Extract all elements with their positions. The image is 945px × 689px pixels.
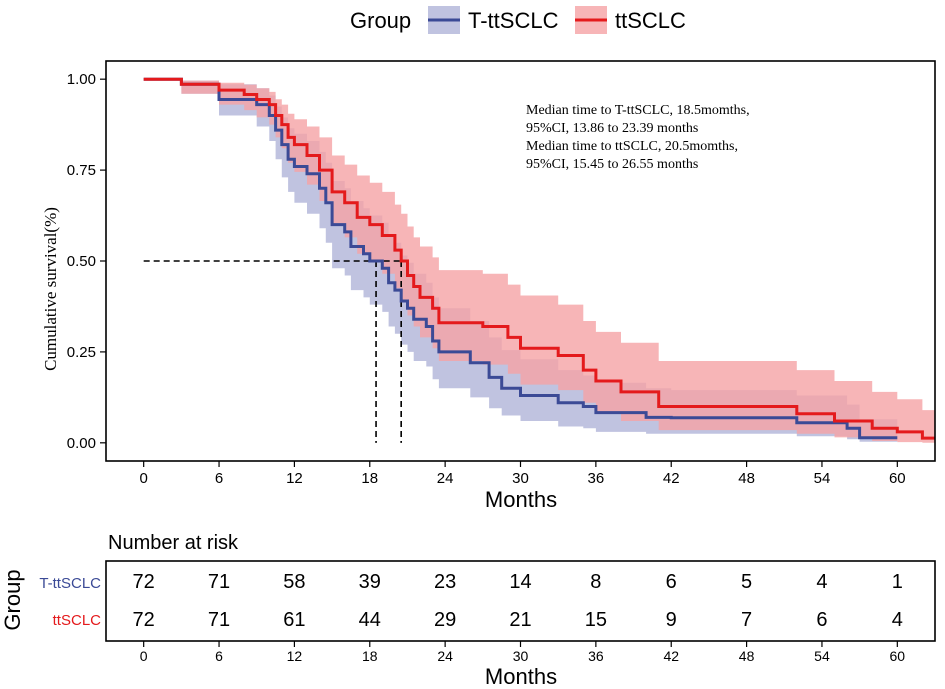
risk-count-t-ttsclc: 23 [434,571,456,593]
y-tick-label: 0.00 [67,435,96,452]
risk-count-t-ttsclc: 1 [892,571,903,593]
risk-x-tick-label: 48 [739,648,755,664]
risk-x-tick-label: 30 [513,648,529,664]
survival-curve-t-ttsclc [143,77,898,440]
legend-title: Group [350,8,411,33]
risk-count-t-ttsclc: 71 [208,571,230,593]
risk-count-ttsclc: 4 [892,609,903,631]
survival-plot: 0.00 0.25 0.50 0.75 1.00 0 6 12 18 24 30 36 42 48 54 6… [41,60,936,512]
risk-table-y-label: Group [0,569,25,630]
risk-x-tick-label: 6 [215,648,223,664]
risk-table-title: Number at risk [108,532,239,554]
x-tick-label: 54 [814,470,831,487]
risk-x-tick-label: 18 [362,648,378,664]
risk-count-t-ttsclc: 14 [509,571,531,593]
risk-table-x-ticks: 0 6 12 18 24 30 36 42 48 54 60 [140,641,906,664]
risk-table-cells: 72 71 58 39 23 14 8 6 5 4 1 72 71 61 44 29 21 15 9 7 6 4 [133,571,903,631]
risk-count-ttsclc: 15 [585,609,607,631]
risk-x-tick-label: 12 [287,648,303,664]
risk-x-tick-label: 54 [814,648,830,664]
risk-count-t-ttsclc: 6 [666,571,677,593]
median-annotation: Median time to T-ttSCLC, 18.5momths, 95%… [526,103,750,172]
risk-count-ttsclc: 29 [434,609,456,631]
risk-count-ttsclc: 7 [741,609,752,631]
risk-count-t-ttsclc: 4 [816,571,827,593]
risk-count-ttsclc: 61 [283,609,305,631]
risk-count-t-ttsclc: 39 [359,571,381,593]
y-tick-label: 0.25 [67,344,96,361]
x-tick-label: 42 [663,470,680,487]
y-tick-label: 1.00 [67,71,96,88]
annotation-line-2: 95%CI, 13.86 to 23.39 months [526,121,698,136]
legend-entry-ttsclc: ttSCLC [615,8,686,33]
risk-count-ttsclc: 72 [133,609,155,631]
risk-count-t-ttsclc: 8 [590,571,601,593]
risk-x-tick-label: 60 [890,648,906,664]
risk-row-label-t-ttsclc: T-ttSCLC [39,575,101,592]
annotation-line-1: Median time to T-ttSCLC, 18.5momths, [526,103,750,118]
x-tick-label: 36 [588,470,605,487]
y-tick-label: 0.75 [67,162,96,179]
ci-band-ttsclc [143,79,935,443]
x-tick-label: 18 [361,470,378,487]
legend: Group T-ttSCLC ttSCLC [350,6,686,34]
x-axis-label: Months [485,487,557,512]
x-axis-ticks: 0 6 12 18 24 30 36 42 48 54 60 [140,461,906,487]
risk-x-tick-label: 36 [588,648,604,664]
y-tick-label: 0.50 [67,253,96,270]
risk-count-ttsclc: 6 [816,609,827,631]
risk-table: Number at risk Group T-ttSCLC ttSCLC 72 7… [0,532,936,689]
annotation-line-4: 95%CI, 15.45 to 26.55 months [526,157,698,172]
risk-count-t-ttsclc: 58 [283,571,305,593]
annotation-line-3: Median time to ttSCLC, 20.5momths, [526,139,738,154]
risk-row-label-ttsclc: ttSCLC [53,612,102,629]
x-tick-label: 0 [140,470,148,487]
legend-entry-t-ttsclc: T-ttSCLC [468,8,559,33]
risk-count-ttsclc: 44 [359,609,381,631]
risk-count-ttsclc: 21 [509,609,531,631]
x-tick-label: 12 [286,470,303,487]
x-tick-label: 6 [215,470,223,487]
risk-x-tick-label: 24 [437,648,453,664]
risk-count-ttsclc: 71 [208,609,230,631]
risk-count-t-ttsclc: 5 [741,571,752,593]
y-axis-ticks: 0.00 0.25 0.50 0.75 1.00 [67,71,106,452]
y-axis-label: Cumulative survival(%) [41,207,60,371]
x-tick-label: 30 [512,470,529,487]
risk-table-x-label: Months [485,664,557,689]
x-tick-label: 48 [738,470,755,487]
risk-x-tick-label: 0 [140,648,148,664]
x-tick-label: 60 [889,470,906,487]
risk-x-tick-label: 42 [663,648,679,664]
risk-count-ttsclc: 9 [666,609,677,631]
x-tick-label: 24 [437,470,454,487]
survival-curve-ttsclc [143,77,935,440]
risk-count-t-ttsclc: 72 [133,571,155,593]
survival-curves [143,77,935,440]
